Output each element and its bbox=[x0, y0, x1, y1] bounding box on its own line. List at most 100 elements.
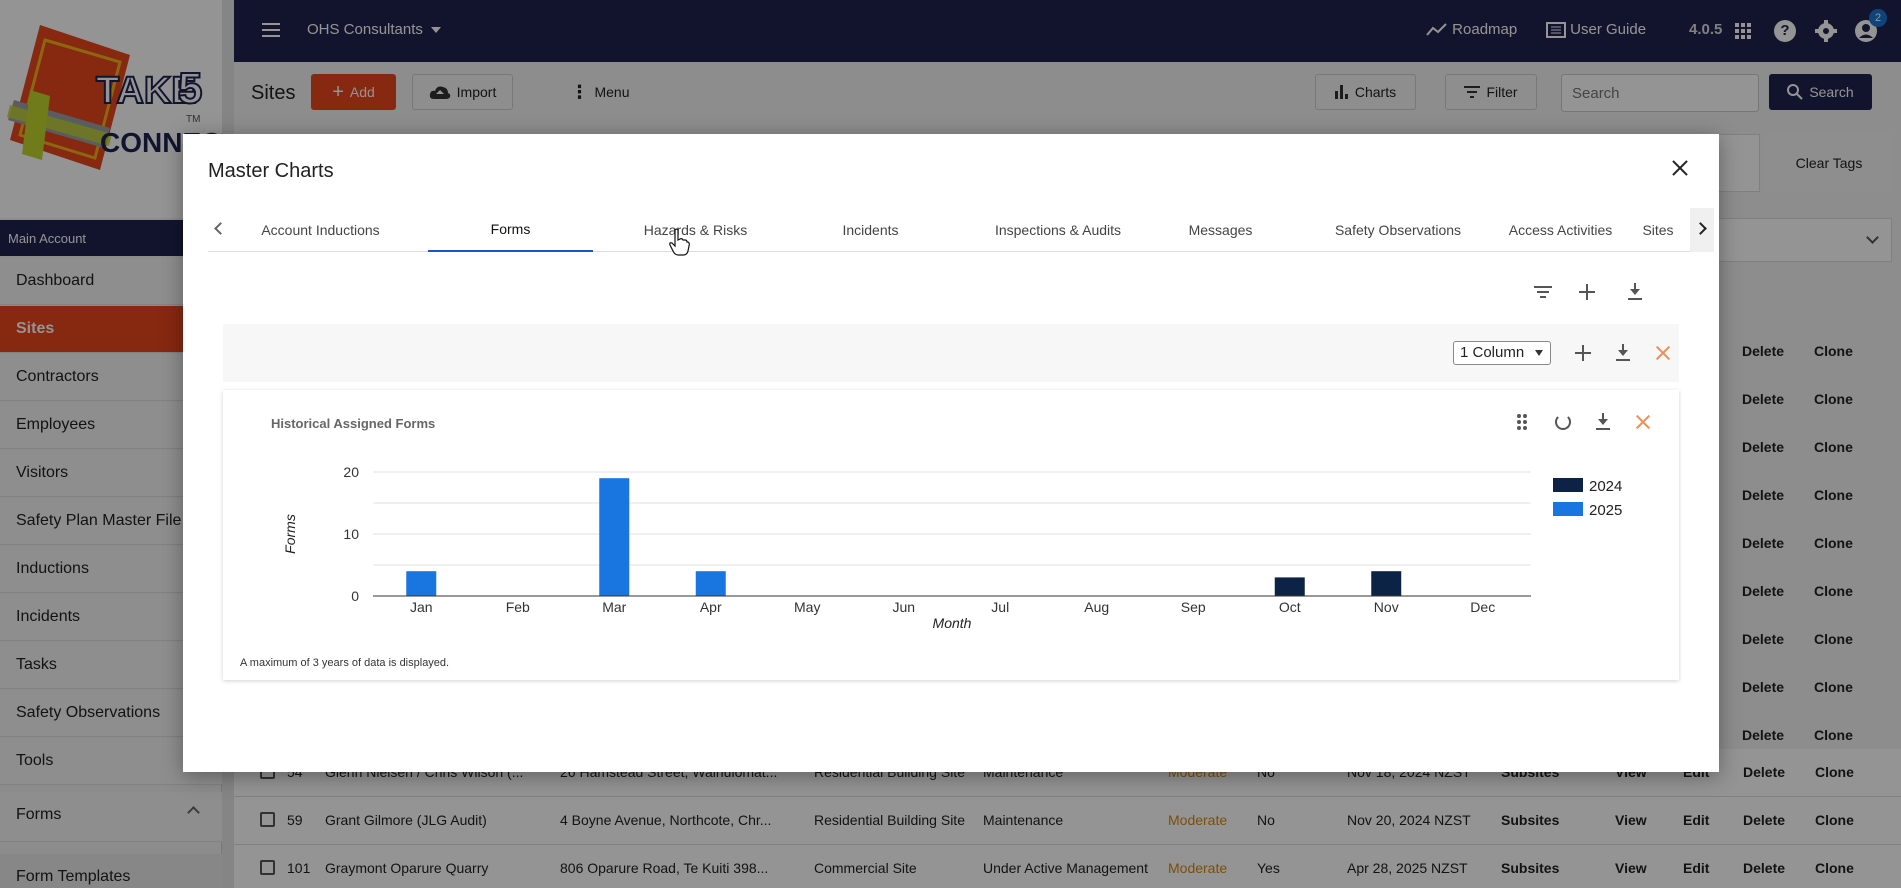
delete-link[interactable]: Delete bbox=[1742, 391, 1785, 407]
remove-row-icon[interactable] bbox=[1651, 341, 1675, 365]
column-select[interactable]: 1 Column bbox=[1453, 341, 1551, 365]
refresh-icon[interactable] bbox=[1551, 410, 1575, 434]
clear-tags-button[interactable]: Clear Tags bbox=[1766, 134, 1892, 192]
clone-link[interactable]: Clone bbox=[1815, 812, 1854, 828]
download-row-icon[interactable] bbox=[1611, 341, 1635, 365]
delete-link[interactable]: Delete bbox=[1742, 439, 1785, 455]
user-guide-link[interactable]: User Guide bbox=[1546, 21, 1647, 39]
delete-link[interactable]: Delete bbox=[1742, 487, 1785, 503]
row-checkbox[interactable] bbox=[260, 860, 275, 875]
hand-cursor-icon bbox=[669, 228, 690, 256]
charts-label: Charts bbox=[1354, 84, 1397, 100]
column-select-value: 1 Column bbox=[1460, 344, 1525, 361]
delete-link[interactable]: Delete bbox=[1742, 343, 1785, 359]
clone-link[interactable]: Clone bbox=[1814, 439, 1853, 455]
view-link[interactable]: View bbox=[1615, 812, 1647, 828]
add-column-icon[interactable] bbox=[1571, 341, 1595, 365]
tab-forms[interactable]: Forms bbox=[428, 208, 593, 252]
delete-link[interactable]: Delete bbox=[1743, 764, 1786, 780]
row-flag: Yes bbox=[1257, 860, 1280, 876]
clone-link[interactable]: Clone bbox=[1814, 583, 1853, 599]
bar-2024-oct[interactable] bbox=[1274, 577, 1305, 596]
subsites-link[interactable]: Subsites bbox=[1501, 812, 1560, 828]
view-link[interactable]: View bbox=[1615, 860, 1647, 876]
y-tick-label: 10 bbox=[343, 526, 359, 542]
download-chart-icon[interactable] bbox=[1591, 410, 1615, 434]
chevron-left-icon[interactable] bbox=[214, 222, 227, 235]
charts-button[interactable]: Charts bbox=[1315, 74, 1416, 110]
x-tick-label: Mar bbox=[602, 599, 626, 615]
delete-link[interactable]: Delete bbox=[1742, 679, 1785, 695]
clone-link[interactable]: Clone bbox=[1814, 487, 1853, 503]
add-button[interactable]: + Add bbox=[311, 74, 396, 110]
drag-handle-icon[interactable] bbox=[1511, 410, 1535, 434]
bar-2025-mar[interactable] bbox=[599, 478, 630, 596]
bar-2024-nov[interactable] bbox=[1371, 571, 1402, 596]
account-icon[interactable] bbox=[1854, 19, 1878, 43]
add-chart-icon[interactable] bbox=[1575, 280, 1599, 304]
clone-link[interactable]: Clone bbox=[1814, 535, 1853, 551]
menu-button[interactable]: ⋮ Menu bbox=[565, 74, 635, 110]
filter-icon bbox=[1464, 86, 1481, 98]
delete-link[interactable]: Delete bbox=[1742, 631, 1785, 647]
x-tick-label: Apr bbox=[700, 599, 722, 615]
x-tick-label: Nov bbox=[1374, 599, 1399, 615]
delete-link[interactable]: Delete bbox=[1743, 812, 1786, 828]
tab-safety-observations[interactable]: Safety Observations bbox=[1334, 222, 1462, 238]
clone-link[interactable]: Clone bbox=[1814, 391, 1853, 407]
remove-chart-icon[interactable] bbox=[1631, 410, 1655, 434]
x-axis-label: Month bbox=[933, 615, 972, 631]
legend-swatch bbox=[1553, 502, 1583, 516]
clone-link[interactable]: Clone bbox=[1814, 343, 1853, 359]
filter-button[interactable]: Filter bbox=[1445, 74, 1537, 110]
row-type: Residential Building Site bbox=[814, 812, 965, 828]
bar-2025-jan[interactable] bbox=[406, 571, 437, 596]
tab-access-activities[interactable]: Access Activities bbox=[1508, 222, 1613, 238]
tab-incidents[interactable]: Incidents bbox=[842, 222, 899, 238]
chart-legend: 2024 2025 bbox=[1553, 478, 1622, 519]
table-row[interactable]: 101 Graymont Oparure Quarry 806 Oparure … bbox=[234, 845, 1901, 888]
search-button[interactable]: Search bbox=[1769, 74, 1872, 110]
bar-2025-apr[interactable] bbox=[695, 571, 726, 596]
download-icon[interactable] bbox=[1623, 280, 1647, 304]
hamburger-menu-icon[interactable] bbox=[262, 23, 280, 37]
subsites-link[interactable]: Subsites bbox=[1501, 860, 1560, 876]
row-date: Apr 28, 2025 NZST bbox=[1347, 860, 1468, 876]
clone-link[interactable]: Clone bbox=[1814, 631, 1853, 647]
delete-link[interactable]: Delete bbox=[1742, 535, 1785, 551]
apps-grid-icon[interactable] bbox=[1735, 23, 1751, 39]
sidebar-item-forms[interactable]: Forms bbox=[0, 792, 222, 842]
x-tick-label: Dec bbox=[1470, 599, 1495, 615]
delete-link[interactable]: Delete bbox=[1742, 727, 1785, 743]
row-checkbox[interactable] bbox=[260, 812, 275, 827]
delete-link[interactable]: Delete bbox=[1743, 860, 1786, 876]
clone-link[interactable]: Clone bbox=[1815, 860, 1854, 876]
row-date: Nov 20, 2024 NZST bbox=[1347, 812, 1471, 828]
clone-link[interactable]: Clone bbox=[1814, 679, 1853, 695]
clone-link[interactable]: Clone bbox=[1814, 727, 1853, 743]
clone-link[interactable]: Clone bbox=[1815, 764, 1854, 780]
delete-link[interactable]: Delete bbox=[1742, 583, 1785, 599]
tab-account-inductions[interactable]: Account Inductions bbox=[261, 222, 380, 238]
tab-hazards-risks[interactable]: Hazards & Risks bbox=[643, 222, 748, 238]
user-guide-label: User Guide bbox=[1570, 21, 1647, 38]
roadmap-link[interactable]: Roadmap bbox=[1426, 21, 1517, 38]
tabs-scroll-right[interactable] bbox=[1690, 208, 1714, 252]
sidebar-item-form-templates[interactable]: Form Templates bbox=[0, 854, 222, 888]
org-selector[interactable]: OHS Consultants bbox=[307, 21, 441, 38]
row-name: Graymont Oparure Quarry bbox=[325, 860, 489, 876]
filter-icon[interactable] bbox=[1531, 280, 1555, 304]
tab-inspections-audits[interactable]: Inspections & Audits bbox=[994, 222, 1122, 238]
edit-link[interactable]: Edit bbox=[1683, 812, 1710, 828]
bar-chart: 0 10 20 Jan Feb Mar Apr May Jun Jul Aug Sep Oct Nov D… bbox=[282, 464, 1622, 631]
import-button[interactable]: Import bbox=[412, 74, 513, 110]
close-icon[interactable] bbox=[1667, 156, 1693, 182]
table-row[interactable]: 59 Grant Gilmore (JLG Audit) 4 Boyne Ave… bbox=[234, 797, 1901, 845]
help-icon[interactable]: ? bbox=[1774, 20, 1796, 42]
search-input[interactable] bbox=[1561, 74, 1759, 112]
edit-link[interactable]: Edit bbox=[1683, 860, 1710, 876]
tab-messages[interactable]: Messages bbox=[1188, 222, 1253, 238]
gear-icon[interactable] bbox=[1814, 19, 1838, 43]
legend-swatch bbox=[1553, 478, 1583, 492]
tab-sites[interactable]: Sites bbox=[1642, 222, 1674, 238]
